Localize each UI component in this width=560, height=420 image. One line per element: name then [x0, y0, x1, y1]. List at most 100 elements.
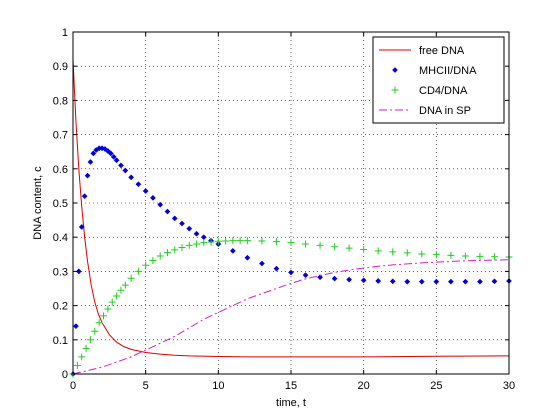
legend-label: free DNA — [419, 45, 465, 57]
ticks: 0 5 10 15 20 25 30 0 0.1 0.2 0.3 0.4 0.5 0.6 0.7 0.8 0.9… — [53, 27, 515, 392]
data-point — [331, 275, 338, 282]
data-point — [128, 174, 135, 181]
legend-entry: CD4/DNA — [391, 85, 468, 97]
data-point — [273, 265, 280, 272]
data-point — [236, 237, 244, 245]
legend-entry: MHCII/DNA — [392, 65, 477, 77]
data-point — [86, 336, 94, 344]
data-point — [447, 278, 454, 285]
data-point — [113, 292, 121, 300]
data-point — [142, 261, 150, 269]
x-tick-label: 20 — [358, 380, 370, 392]
data-point — [258, 237, 266, 245]
data-point — [104, 305, 112, 313]
data-point — [418, 278, 425, 285]
data-point — [447, 251, 455, 259]
data-point — [346, 276, 353, 283]
data-point — [171, 215, 178, 222]
series-layer — [69, 59, 513, 378]
data-point — [317, 274, 324, 281]
series-0 — [72, 59, 510, 358]
data-point — [149, 194, 156, 201]
data-point — [117, 286, 125, 294]
data-point — [243, 237, 251, 245]
data-point — [229, 247, 236, 254]
data-point — [84, 172, 91, 179]
data-point — [127, 274, 135, 282]
legend-swatch — [392, 67, 398, 73]
y-tick-label: 1 — [62, 27, 68, 39]
data-point — [302, 272, 309, 279]
y-tick-label: 0.5 — [53, 198, 68, 210]
data-point — [272, 238, 280, 246]
series-line — [72, 59, 510, 358]
y-tick-label: 0.4 — [53, 232, 68, 244]
data-point — [91, 327, 99, 335]
data-point — [490, 253, 498, 261]
x-tick-label: 10 — [212, 380, 224, 392]
data-point — [345, 244, 353, 252]
legend: free DNA MHCII/DNA CD4/DNA DNA in SP — [372, 36, 505, 124]
data-point — [404, 278, 411, 285]
data-point — [288, 269, 294, 276]
data-point — [491, 278, 498, 285]
data-point — [374, 247, 382, 255]
data-point — [95, 319, 103, 327]
data-point — [108, 298, 116, 306]
data-point — [389, 248, 397, 256]
data-point — [193, 240, 201, 248]
x-tick-label: 25 — [430, 380, 442, 392]
data-point — [207, 238, 215, 246]
series-3 — [72, 259, 510, 375]
data-point — [100, 312, 108, 320]
legend-entry: DNA in SP — [379, 105, 471, 117]
data-point — [110, 153, 117, 160]
x-tick-label: 30 — [503, 380, 515, 392]
data-point — [186, 225, 193, 232]
data-point — [90, 150, 97, 157]
data-point — [156, 252, 164, 260]
data-point — [78, 353, 86, 361]
data-point — [82, 344, 90, 352]
data-point — [403, 249, 411, 257]
data-point — [81, 193, 88, 200]
y-tick-label: 0.7 — [53, 130, 68, 142]
data-point — [222, 237, 230, 245]
data-point — [73, 361, 81, 369]
data-point — [432, 251, 440, 259]
data-point — [331, 243, 339, 251]
data-point — [244, 254, 251, 261]
data-point — [178, 243, 186, 251]
data-point — [121, 281, 129, 289]
x-tick-label: 5 — [143, 380, 149, 392]
series-1 — [70, 145, 512, 377]
data-point — [72, 323, 79, 330]
data-point — [360, 246, 368, 254]
data-point — [122, 167, 129, 174]
y-tick-label: 0.9 — [53, 61, 68, 73]
data-point — [107, 150, 114, 157]
y-tick-label: 0.3 — [53, 266, 68, 278]
data-point — [375, 278, 382, 284]
data-point — [433, 278, 440, 285]
data-point — [179, 220, 185, 227]
legend-swatch — [391, 86, 399, 94]
y-tick-label: 0.2 — [53, 301, 68, 313]
data-point — [193, 230, 200, 237]
data-point — [157, 201, 164, 208]
data-point — [200, 239, 208, 247]
grid — [73, 32, 509, 374]
data-point — [461, 252, 469, 260]
data-point — [171, 246, 179, 254]
x-tick-label: 15 — [285, 380, 297, 392]
series-2 — [69, 237, 513, 378]
data-point — [214, 237, 222, 245]
data-point — [316, 241, 324, 249]
legend-entry: free DNA — [379, 45, 465, 57]
data-point — [118, 162, 124, 169]
data-point — [229, 237, 237, 245]
legend-label: CD4/DNA — [419, 85, 468, 97]
data-point — [258, 260, 265, 267]
x-tick-label: 0 — [70, 380, 76, 392]
